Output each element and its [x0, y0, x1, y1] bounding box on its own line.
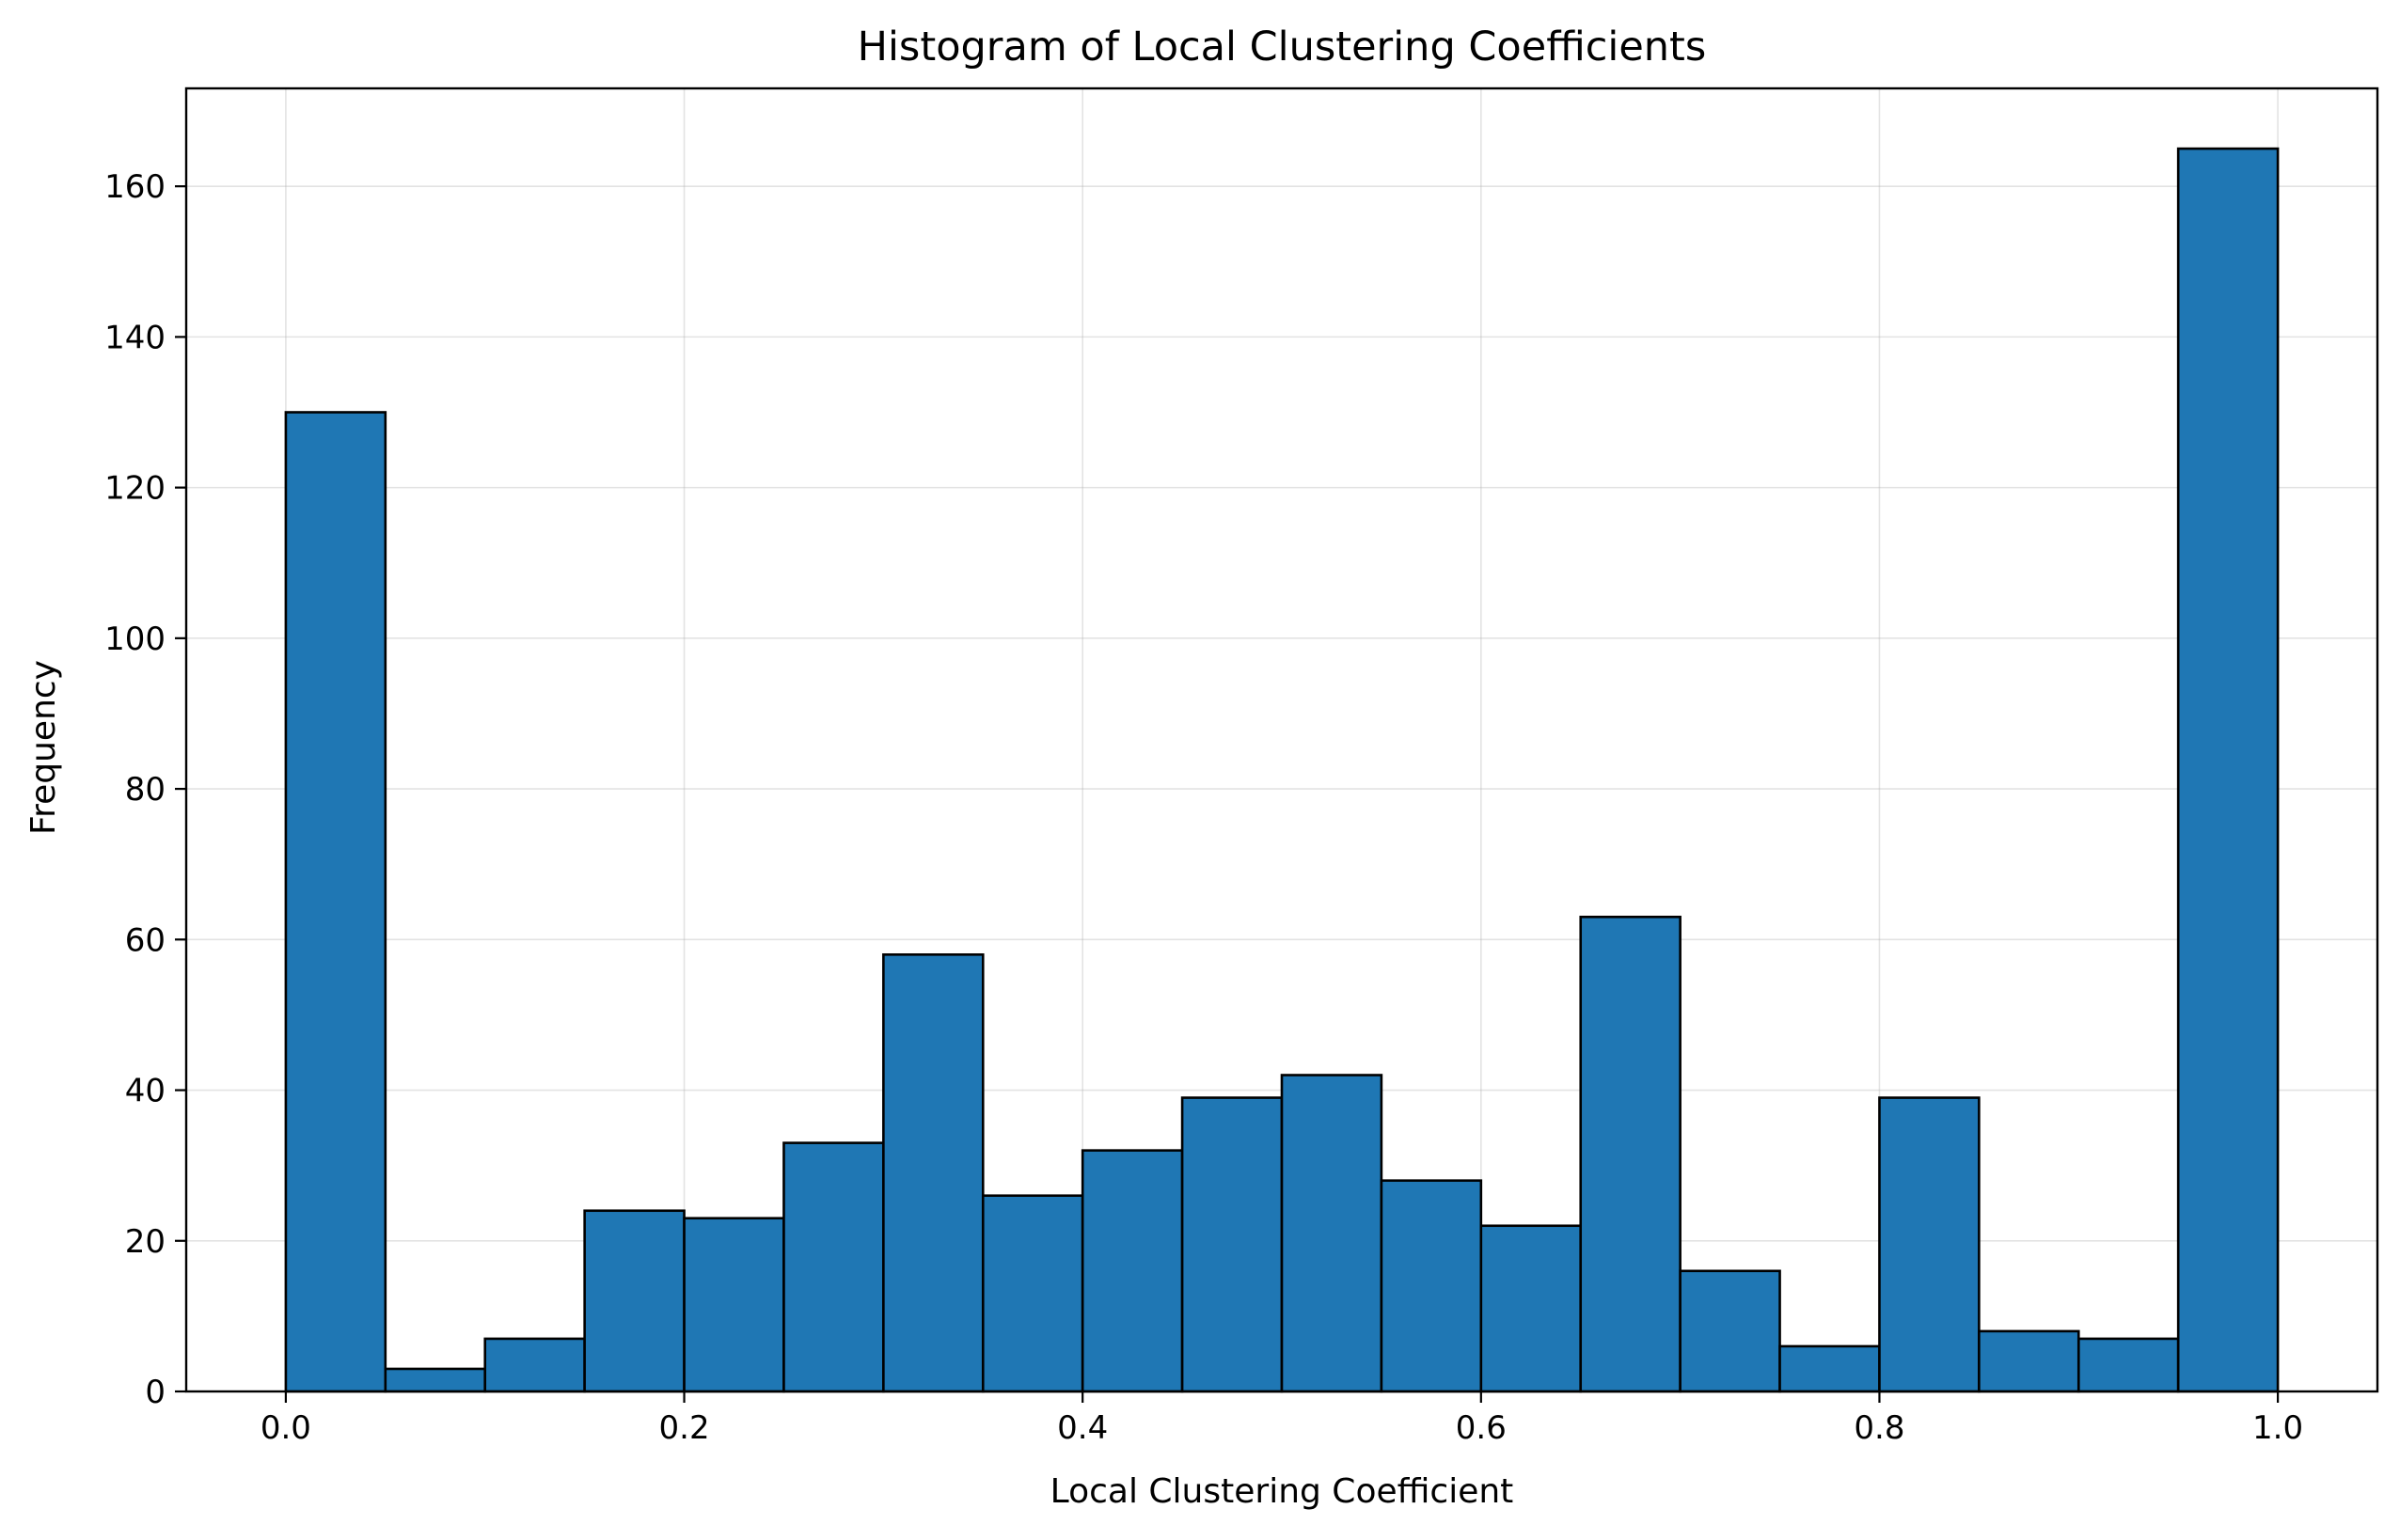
y-tick-label: 0	[145, 1374, 166, 1411]
x-tick-label: 0.8	[1854, 1409, 1904, 1447]
x-tick-label: 0.2	[659, 1409, 710, 1447]
plot-frame	[184, 86, 2379, 1393]
x-tick-label: 1.0	[2252, 1409, 2303, 1447]
bar-5	[782, 1141, 885, 1393]
bar-17	[1978, 1329, 2080, 1393]
grid-lines	[186, 88, 2377, 1392]
bar-0	[284, 411, 387, 1393]
bar-7	[981, 1194, 1084, 1393]
y-tick-label: 160	[104, 168, 166, 206]
bar-16	[1878, 1096, 1981, 1393]
y-tick-label: 40	[125, 1073, 166, 1110]
bar-13	[1579, 915, 1682, 1393]
bar-19	[2176, 147, 2280, 1393]
x-axis-label: Local Clustering Coefficient	[1050, 1472, 1514, 1511]
y-tick-label: 120	[104, 470, 166, 508]
x-tick-label: 0.6	[1456, 1409, 1507, 1447]
chart-title: Histogram of Local Clustering Coefficien…	[858, 24, 1707, 71]
bar-10	[1280, 1074, 1383, 1393]
bar-15	[1778, 1344, 1881, 1393]
y-tick-label: 20	[125, 1223, 166, 1261]
bar-6	[882, 953, 985, 1393]
bar-12	[1479, 1224, 1583, 1393]
bar-1	[384, 1367, 487, 1393]
x-axis-ticks: 0.0 0.2 0.4 0.6 0.8 1.0	[261, 1391, 2303, 1447]
y-axis-label: Frequency	[24, 660, 63, 835]
y-tick-label: 100	[104, 621, 166, 658]
bar-8	[1081, 1149, 1184, 1393]
bars	[284, 147, 2280, 1393]
y-tick-label: 140	[104, 319, 166, 356]
bar-2	[483, 1337, 586, 1393]
x-tick-label: 0.4	[1057, 1409, 1108, 1447]
bar-9	[1180, 1096, 1284, 1393]
bar-3	[583, 1209, 686, 1393]
y-axis-ticks: 0 20 40 60 80 100 120 140 160	[104, 168, 186, 1411]
y-tick-label: 80	[125, 771, 166, 809]
x-tick-label: 0.0	[261, 1409, 311, 1447]
bar-4	[683, 1217, 785, 1393]
bar-11	[1380, 1179, 1483, 1393]
bar-18	[2076, 1337, 2180, 1393]
y-tick-label: 60	[125, 921, 166, 959]
bar-14	[1679, 1269, 1781, 1393]
